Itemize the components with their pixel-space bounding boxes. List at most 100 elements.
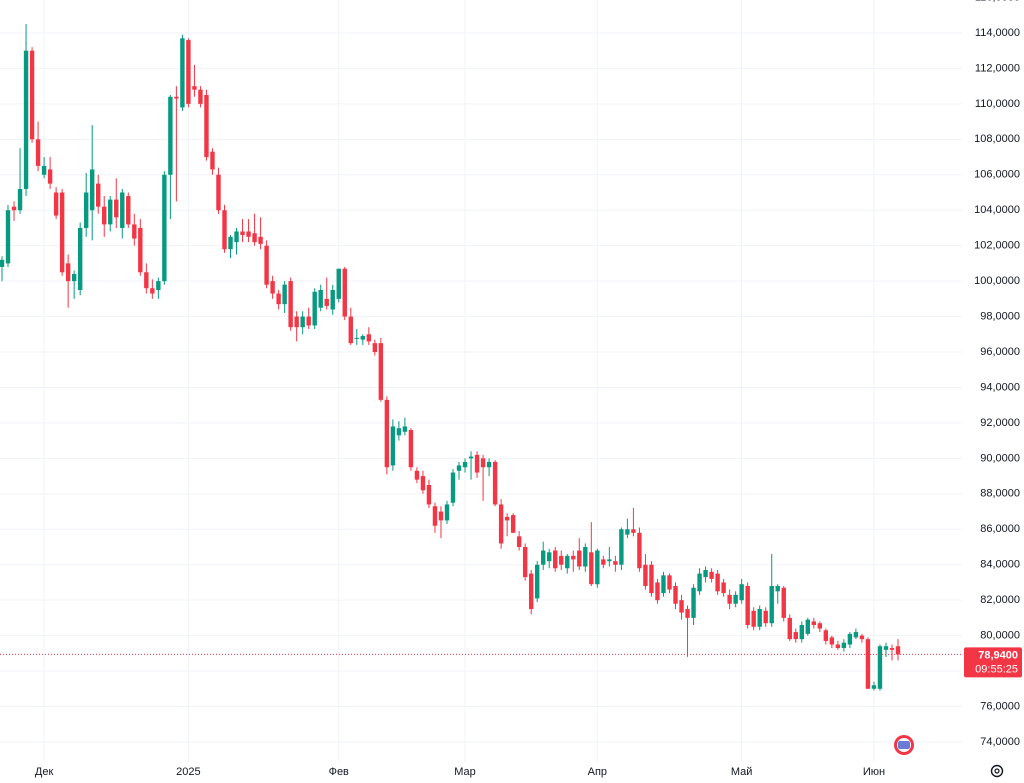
candle-body [300,316,305,328]
candle-body [150,288,155,294]
candle-body [222,210,227,250]
candle-body [276,293,281,305]
candle-body [703,570,708,578]
candle-body [11,206,17,211]
candle-body [865,639,871,689]
candle-body [83,192,89,228]
candle-body [366,334,372,342]
candle-body [492,461,498,505]
candle-body [65,263,71,282]
candle-body [162,174,167,282]
candle-body [47,169,53,184]
candle-body [895,646,901,655]
candle-body [180,38,185,108]
candle-body [667,575,672,590]
candle-body [673,585,678,604]
candle-body [354,337,359,339]
last-price-box [964,647,1022,678]
candle-body [270,281,275,294]
candle-body [408,430,414,468]
candle-body [288,281,293,328]
candle-body [360,336,366,340]
candle-body [294,316,299,328]
candle-body [841,642,847,649]
candle-body [480,458,486,468]
candle-body [90,169,95,211]
candle-body [216,174,221,211]
candle-body [528,573,534,610]
x-tick-label: Апр [588,766,607,778]
candle-body [384,399,390,468]
candle-body [883,646,889,650]
candle-body [799,624,804,640]
candle-body [781,587,786,618]
gear-hole[interactable] [994,768,1000,774]
candle-body [787,617,792,640]
y-tick-label: 106,0000 [974,169,1020,181]
candle-body [252,233,257,243]
candle-body [330,289,335,310]
y-tick-label: 74,0000 [980,736,1020,748]
y-tick-label: 92,0000 [980,417,1020,429]
candle-body [402,426,408,432]
candle-body [35,139,41,166]
candle-body [156,281,161,290]
candle-body [240,231,245,236]
candle-body [733,594,738,604]
candle-body [877,646,883,689]
candle-body [420,476,426,491]
candle-body [739,584,744,601]
candle-body [192,86,197,90]
settings-icon[interactable] [990,764,1004,778]
x-tick-label: Фев [329,766,349,778]
candle-body [342,268,347,317]
candle-body [583,546,588,567]
candle-body [390,426,396,466]
candle-body [336,268,341,299]
candle-body [396,428,402,436]
candle-body [649,564,654,594]
candle-body [138,227,143,273]
candle-body [589,552,594,585]
candle-body [571,555,576,560]
gear[interactable] [990,764,1004,778]
candle-body [709,571,714,579]
candle-body [655,582,660,601]
candle-body [805,619,810,634]
y-tick-label: 110,0000 [975,98,1020,110]
candle-body [306,316,311,326]
candle-body [661,575,666,594]
candle-body [414,470,420,480]
candle-body [246,231,251,237]
candle-body [486,461,492,468]
candle-body [324,298,329,306]
y-tick-label: 82,0000 [980,594,1020,606]
candle-body [811,621,817,625]
logo-flag[interactable] [898,741,910,749]
candle-body [889,648,895,650]
candle-body [126,196,131,225]
candle-body [71,274,77,282]
candle-body [456,465,462,471]
candle-body [426,484,432,505]
candle-body [348,316,353,344]
candle-body [120,192,125,228]
y-tick-label: 116,0000 [975,0,1020,3]
candle-body [378,343,384,400]
logo[interactable] [894,735,914,755]
candle-body [432,506,438,526]
candle-body [108,199,113,225]
y-tick-label: 104,0000 [974,204,1020,216]
candle-body [853,632,859,638]
candle-body [23,50,29,189]
candle-body [132,224,137,239]
grid [0,0,962,762]
last-price-label: 78,9400 [978,649,1018,661]
y-tick-label: 80,0000 [980,630,1020,642]
candle-body [679,600,684,613]
candle-body [186,40,191,104]
candle-body [462,461,468,468]
